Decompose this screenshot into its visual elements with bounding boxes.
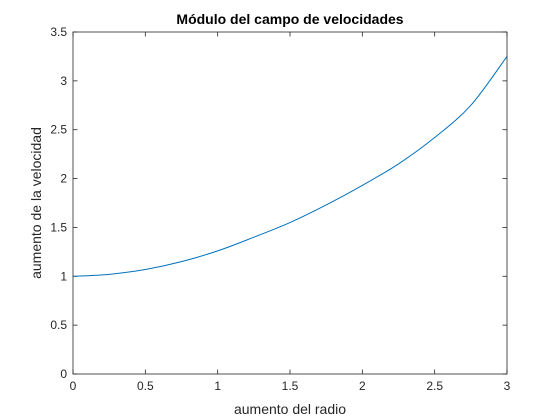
x-tick-label: 1.5 <box>282 379 299 393</box>
plot-frame <box>72 31 508 375</box>
y-tick-label: 2.5 <box>50 123 67 137</box>
x-tick-label: 0 <box>70 379 77 393</box>
y-tick-label: 3 <box>60 74 67 88</box>
x-tick-label: 2 <box>359 379 366 393</box>
series-layer <box>72 56 508 277</box>
x-tick-label: 0.5 <box>137 379 154 393</box>
y-tick-label: 2 <box>60 172 67 186</box>
x-tick-label: 2.5 <box>426 379 443 393</box>
y-axis-label: aumento de la velocidad <box>28 127 44 279</box>
series-line <box>72 56 508 277</box>
x-tick-label: 3 <box>504 379 511 393</box>
y-tick-label: 0 <box>60 367 67 381</box>
x-axis-label: aumento del radio <box>234 401 346 417</box>
y-tick-label: 3.5 <box>50 25 67 39</box>
plot-area <box>73 32 507 374</box>
y-tick-label: 1 <box>60 269 67 283</box>
chart-title: Módulo del campo de velocidades <box>176 11 403 27</box>
y-tick-label: 0.5 <box>50 318 67 332</box>
y-tick-label: 1.5 <box>50 220 67 234</box>
labels-layer: 0 0.5 1 1.5 2 2.5 3 0 0.5 1 1.5 2 2.5 3 3.5 <box>50 25 510 393</box>
x-tick-label: 1 <box>214 379 221 393</box>
